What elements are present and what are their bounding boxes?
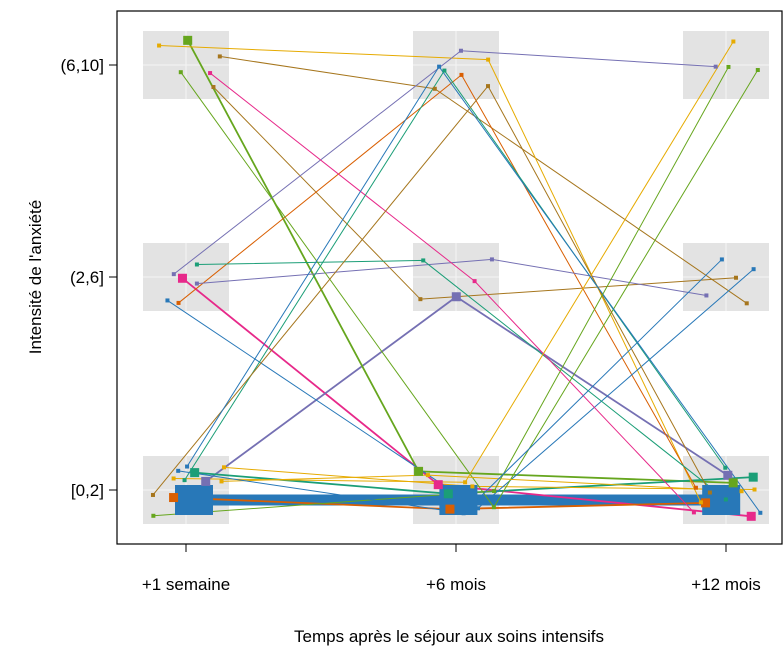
trajectory-marker (194, 262, 199, 267)
category-panel (683, 243, 769, 311)
category-panel (683, 31, 769, 99)
trajectory-marker (443, 489, 453, 499)
x-tick-label: +6 mois (426, 575, 486, 594)
trajectory-marker (723, 465, 728, 470)
trajectory-marker (476, 506, 481, 511)
trajectory-marker (219, 479, 224, 484)
trajectory-marker (728, 478, 738, 488)
trajectory-marker (201, 476, 211, 486)
trajectory-marker (459, 72, 464, 77)
trajectory-marker (486, 57, 491, 62)
trajectory-marker (704, 293, 709, 298)
trajectory-marker (752, 487, 757, 492)
trajectory-marker (472, 279, 477, 284)
trajectory-line (205, 295, 729, 483)
trajectory-marker (437, 64, 442, 69)
x-axis: +1 semaine +6 mois +12 mois (142, 544, 761, 594)
x-tick-label: +12 mois (691, 575, 760, 594)
trajectory-marker (693, 485, 698, 490)
trajectory-marker (463, 480, 468, 485)
trajectory-marker (691, 510, 696, 515)
trajectory-marker (470, 484, 475, 489)
trajectory-marker (183, 35, 193, 45)
trajectory-marker (182, 478, 187, 483)
trajectory-marker (222, 465, 227, 470)
trajectory-marker (157, 43, 162, 48)
y-tick-label: [0,2] (71, 481, 104, 500)
x-axis-label: Temps après le séjour aux soins intensif… (294, 627, 604, 646)
trajectory-marker (185, 464, 190, 469)
trajectory-marker (492, 489, 497, 494)
trajectory-marker (151, 513, 156, 518)
trajectory-marker (178, 70, 183, 75)
trajectory-marker (418, 297, 423, 302)
trajectory-marker (701, 498, 711, 508)
trajectory-marker (491, 505, 496, 510)
trajectory-marker (698, 500, 703, 505)
panel-backgrounds (143, 31, 769, 524)
trajectory-markers (150, 35, 763, 521)
trajectory-marker (746, 511, 756, 521)
trajectory-marker (217, 54, 222, 59)
y-axis-label: Intensité de l'anxiété (26, 200, 45, 354)
trajectory-marker (723, 497, 728, 502)
trajectory-marker (451, 292, 461, 302)
trajectory-marker (713, 64, 718, 69)
trajectory-marker (486, 84, 491, 89)
y-tick-label: (6,10] (61, 56, 104, 75)
trajectory-marker (425, 473, 430, 478)
trajectory-marker (744, 301, 749, 306)
trajectory-marker (707, 490, 712, 495)
trajectory-marker (176, 468, 181, 473)
trajectory-marker (442, 68, 447, 73)
trajectory-marker (150, 492, 155, 497)
trajectory-marker (751, 267, 756, 272)
trajectory-marker (175, 485, 213, 515)
trajectory-marker (489, 257, 494, 262)
trajectory-marker (169, 493, 179, 503)
x-tick-label: +1 semaine (142, 575, 230, 594)
trajectory-marker (731, 39, 736, 44)
trajectory-marker (171, 272, 176, 277)
trajectory-marker (719, 257, 724, 262)
trajectory-marker (208, 71, 213, 76)
trajectory-marker (748, 472, 758, 482)
trajectory-marker (755, 68, 760, 73)
trajectory-marker (733, 275, 738, 280)
trajectory-marker (461, 511, 466, 516)
trajectory-marker (758, 510, 763, 515)
trajectory-marker (458, 48, 463, 53)
trajectory-marker (176, 300, 181, 305)
y-axis: [0,2] (2,6] (6,10] (61, 56, 117, 500)
trajectory-marker (726, 64, 731, 69)
trajectory-marker (414, 466, 424, 476)
trajectory-marker (177, 273, 187, 283)
trajectory-marker (194, 281, 199, 286)
trajectory-marker (432, 86, 437, 91)
trajectory-marker (723, 470, 733, 480)
trajectory-marker (433, 480, 443, 490)
trajectory-marker (421, 258, 426, 263)
trajectory-marker (171, 476, 176, 481)
trajectory-marker (445, 504, 455, 514)
trajectory-marker (739, 489, 744, 494)
trajectory-marker (190, 468, 200, 478)
trajectory-marker (165, 298, 170, 303)
trajectory-marker (211, 85, 216, 90)
y-tick-label: (2,6] (70, 268, 104, 287)
